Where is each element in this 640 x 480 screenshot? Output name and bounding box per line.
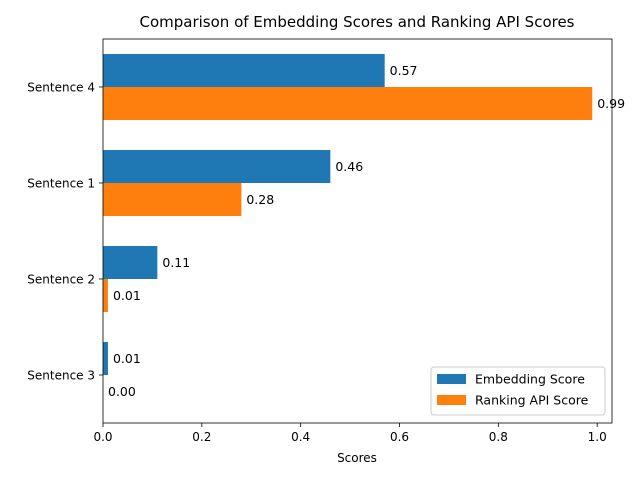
- legend: Embedding Score Ranking API Score: [430, 366, 606, 416]
- x-axis-label: Scores: [337, 451, 377, 465]
- data-label-ranking-api-score-sentence-2: 0.01: [113, 288, 141, 303]
- x-tick-label-2: 0.4: [291, 430, 310, 444]
- bar-embedding-score-sentence-2: [103, 246, 158, 279]
- x-tick-label-5: 1.0: [588, 430, 607, 444]
- bar-ranking-api-score-sentence-2: [103, 279, 108, 312]
- data-label-embedding-score-sentence-4: 0.57: [390, 63, 418, 78]
- x-tick-label-0: 0.0: [93, 430, 112, 444]
- x-axis: 0.0 0.2 0.4 0.6 0.8 1.0: [93, 423, 607, 444]
- bar-ranking-api-score-sentence-1: [103, 183, 242, 216]
- bar-ranking-api-score-sentence-4: [103, 87, 593, 120]
- y-tick-label-sentence-2: Sentence 2: [27, 273, 95, 287]
- bar-embedding-score-sentence-4: [103, 54, 385, 87]
- chart-title: Comparison of Embedding Scores and Ranki…: [140, 13, 575, 31]
- y-axis: Sentence 4 Sentence 1 Sentence 2 Sentence 3: [27, 81, 103, 383]
- plot-frame: [102, 38, 613, 424]
- legend-swatch-embedding-score: [437, 374, 466, 384]
- legend-swatch-ranking-api-score: [437, 395, 466, 405]
- data-label-embedding-score-sentence-1: 0.46: [335, 159, 363, 174]
- bar-embedding-score-sentence-1: [103, 150, 331, 183]
- y-tick-label-sentence-1: Sentence 1: [27, 177, 95, 191]
- data-label-ranking-api-score-sentence-3: 0.00: [108, 384, 136, 399]
- data-label-ranking-api-score-sentence-4: 0.99: [597, 96, 625, 111]
- x-tick-label-1: 0.2: [192, 430, 211, 444]
- data-label-embedding-score-sentence-3: 0.01: [113, 351, 141, 366]
- bar-embedding-score-sentence-3: [103, 342, 108, 375]
- y-tick-label-sentence-4: Sentence 4: [27, 81, 95, 95]
- legend-label-embedding-score: Embedding Score: [475, 372, 585, 387]
- data-label-ranking-api-score-sentence-1: 0.28: [246, 192, 274, 207]
- data-labels-layer: 0.57 0.99 0.46 0.28 0.11 0.01 0.01 0.00: [108, 63, 625, 399]
- legend-label-ranking-api-score: Ranking API Score: [475, 393, 589, 408]
- x-tick-label-3: 0.6: [390, 430, 409, 444]
- y-tick-label-sentence-3: Sentence 3: [27, 369, 95, 383]
- x-tick-label-4: 0.8: [489, 430, 508, 444]
- bars-layer: [103, 54, 593, 375]
- legend-box: [430, 366, 606, 416]
- data-label-embedding-score-sentence-2: 0.11: [162, 255, 190, 270]
